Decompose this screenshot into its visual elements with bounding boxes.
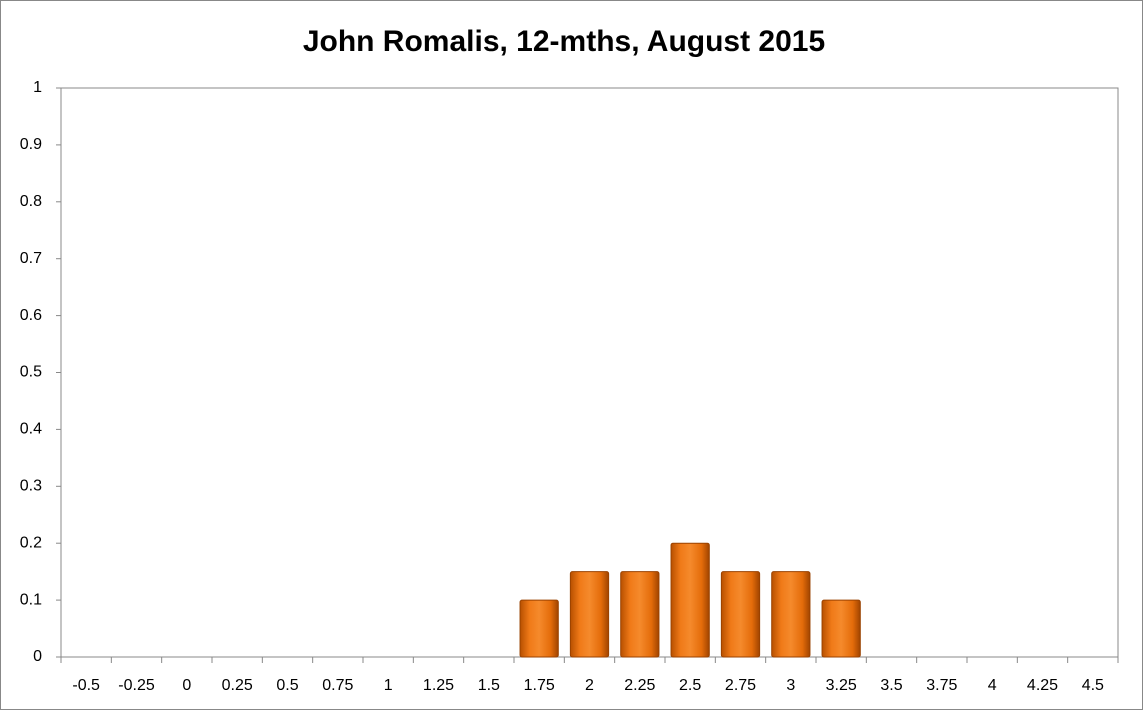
x-tick-label: 1.75	[524, 677, 555, 694]
x-tick-label: 3	[786, 677, 795, 694]
chart-title: John Romalis, 12-mths, August 2015	[303, 25, 825, 58]
y-tick-label: 0.5	[20, 364, 42, 381]
y-tick-label: 0.9	[20, 136, 42, 153]
x-tick-label: 0.75	[322, 677, 353, 694]
y-tick-label: 0.7	[20, 250, 42, 267]
bar	[821, 599, 861, 658]
y-tick-label: 0	[33, 648, 42, 665]
y-tick-label: 0.2	[20, 534, 42, 551]
x-tick-label: 0.25	[222, 677, 253, 694]
x-tick-label: 4	[988, 677, 997, 694]
bar	[620, 571, 660, 658]
x-tick-label: 4.5	[1082, 677, 1104, 694]
y-tick-label: 1	[33, 79, 42, 96]
x-tick-label: 2.75	[725, 677, 756, 694]
x-tick-label: 2	[585, 677, 594, 694]
y-tick-label: 0.1	[20, 591, 42, 608]
bar	[569, 571, 610, 658]
x-tick-label: 1.5	[478, 677, 500, 694]
y-tick-label: 0.6	[20, 307, 42, 324]
y-tick-label: 0.4	[20, 421, 42, 438]
x-tick-label: 1	[384, 677, 393, 694]
x-tick-label: 3.5	[880, 677, 902, 694]
bar	[670, 542, 710, 658]
x-tick-label: 2.5	[679, 677, 701, 694]
x-tick-label: 3.75	[926, 677, 957, 694]
x-tick-label: 3.25	[826, 677, 857, 694]
x-tick-label: 0	[182, 677, 191, 694]
y-tick-label: 0.8	[20, 193, 42, 210]
x-tick-label: -0.25	[118, 677, 155, 694]
x-tick-label: 0.5	[276, 677, 298, 694]
x-tick-label: 1.25	[423, 677, 454, 694]
x-tick-label: 2.25	[624, 677, 655, 694]
bar	[771, 571, 811, 658]
bar	[720, 571, 761, 658]
bar	[519, 599, 559, 658]
x-tick-label: -0.5	[72, 677, 100, 694]
y-tick-label: 0.3	[20, 478, 42, 495]
x-tick-label: 4.25	[1027, 677, 1058, 694]
